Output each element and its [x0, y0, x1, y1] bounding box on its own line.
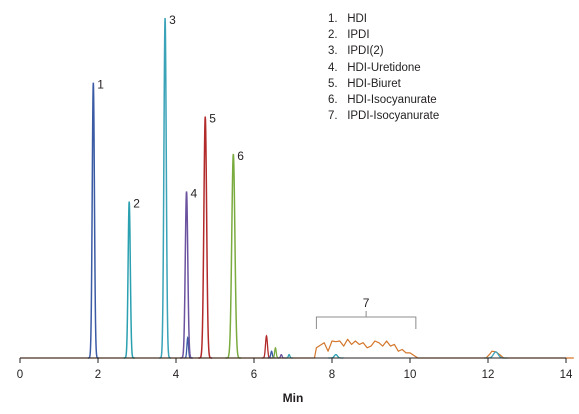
peak-7-bracket: 7 [315, 296, 417, 329]
peak-2 [123, 201, 135, 359]
legend-item-6: 6. HDI-Isocyanurate [328, 92, 439, 108]
peak-4-label: 4 [191, 186, 198, 200]
legend-item-number: 7. [328, 110, 338, 123]
legend-item-label: HDI [344, 13, 367, 25]
peak-3 [159, 17, 171, 359]
legend-item-number: 5. [328, 77, 338, 90]
legend-item-5: 5. HDI-Biuret [328, 76, 439, 92]
x-tick-label-2: 2 [95, 369, 101, 381]
x-axis-ticks: 0 2 4 6 8 10 12 14 [17, 358, 573, 381]
legend-item-2: 2. IPDI [328, 27, 439, 43]
peak-3-label: 3 [169, 13, 176, 27]
peak-1 [87, 82, 99, 359]
legend-item-label: HDI-Isocyanurate [344, 94, 437, 107]
peak-labels: 1 2 3 4 5 6 [97, 13, 244, 211]
legend-item-label: HDI-Uretidone [344, 61, 421, 74]
chromatogram-traces [20, 17, 574, 359]
legend-item-7: 7. IPDI-Isocyanurate [328, 108, 439, 124]
legend-item-3: 3. IPDI(2) [328, 43, 439, 59]
peak-5 [198, 116, 213, 359]
legend-item-number: 4. [328, 61, 338, 74]
peak-4 [180, 191, 193, 359]
x-tick-label-0: 0 [17, 369, 23, 381]
legend-item-label: IPDI [344, 29, 370, 42]
legend-item-label: HDI-Biuret [344, 77, 401, 90]
legend-item-1: 1. HDI [328, 11, 439, 27]
peak-2-label: 2 [133, 197, 140, 211]
legend-item-number: 3. [328, 45, 338, 58]
legend-item-label: IPDI-Isocyanurate [344, 110, 440, 123]
peak-6 [225, 153, 242, 359]
peak-6-label: 6 [237, 149, 244, 163]
bracket-label: 7 [363, 296, 370, 310]
minor-peak-2 [261, 334, 272, 359]
bracket-line [315, 311, 417, 329]
chart-legend: 1. HDI 2. IPDI 3. IPDI(2) 4. HDI-Uretidone 5… [328, 11, 439, 124]
x-tick-label-6: 6 [251, 369, 257, 381]
x-tick-label-4: 4 [173, 369, 180, 381]
legend-item-number: 1. [328, 13, 338, 25]
minor-peak-7 [328, 353, 344, 359]
x-tick-label-14: 14 [560, 369, 573, 381]
x-tick-label-8: 8 [329, 369, 335, 381]
legend-item-number: 6. [328, 94, 338, 107]
legend-item-number: 2. [328, 29, 338, 42]
peak-5-label: 5 [209, 112, 216, 126]
x-tick-label-10: 10 [404, 369, 417, 381]
trace-ipdi-isocyanurate [20, 338, 574, 359]
legend-item-label: IPDI(2) [344, 45, 384, 58]
x-tick-label-12: 12 [482, 369, 495, 381]
peak-1-label: 1 [97, 78, 104, 92]
x-axis-title: Min [283, 391, 304, 405]
legend-item-4: 4. HDI-Uretidone [328, 60, 439, 76]
